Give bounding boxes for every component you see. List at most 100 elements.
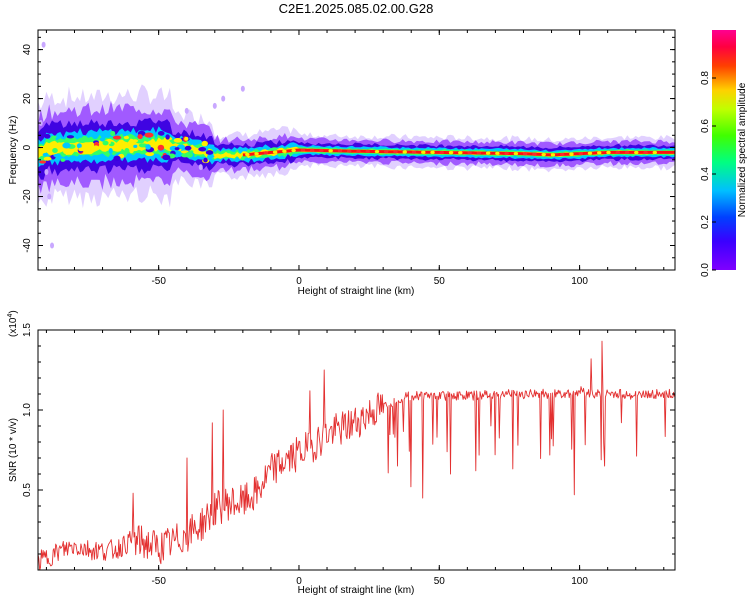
spectrogram-outlier	[50, 242, 55, 249]
spectrogram-blob	[129, 147, 134, 154]
spectrogram-ridge-dot	[624, 150, 630, 155]
spectrogram-blob	[198, 146, 207, 152]
snr-x-tick-label: -50	[151, 576, 166, 587]
spectrogram-blob	[44, 133, 51, 139]
spectrogram-ridge-dot	[467, 151, 472, 155]
spectrogram-ridge-dot	[550, 153, 556, 157]
spectrogram-ridge-dot	[337, 149, 343, 153]
spectrogram-panel: -50 0 50 100 -40 -20 0 20 40 Height of straight…	[8, 29, 676, 297]
spectrogram-blob	[201, 140, 208, 147]
spectrogram-blob	[132, 139, 139, 143]
snr-x-axis: -50 0 50 100	[45, 330, 665, 587]
spectrogram-blob	[185, 151, 193, 158]
spectrogram-y-tick-label: 0	[22, 144, 33, 150]
spectrogram-blob	[174, 151, 179, 158]
spectrogram-blob	[76, 143, 82, 149]
spectrogram-ridge-dot	[587, 151, 593, 155]
snr-y-tick-label: 1.5	[22, 323, 33, 337]
spectrogram-blob	[52, 135, 57, 139]
spectrogram-ridge-dot	[569, 152, 574, 156]
spectrogram-blob	[157, 131, 165, 136]
spectrogram-ridge-dot	[597, 151, 602, 155]
snr-multiplier-close: )	[8, 310, 19, 313]
spectrogram-blob	[110, 130, 116, 137]
spectrogram-ridge-dot	[393, 150, 398, 154]
spectrogram-ridge-dot	[504, 151, 509, 156]
spectrogram-blob	[52, 147, 58, 153]
spectrogram-blob	[124, 148, 130, 153]
spectrogram-blob	[205, 150, 214, 155]
spectrogram-blob	[209, 144, 215, 149]
spectrogram-ridge-dot	[643, 150, 648, 155]
spectrogram-outlier	[47, 193, 52, 200]
spectrogram-blob	[112, 135, 122, 140]
colorbar-ticks: 0.0 0.2 0.4 0.6 0.8	[700, 71, 716, 277]
snr-frame	[37, 329, 676, 571]
spectrogram-blob	[145, 152, 154, 157]
snr-series-line	[38, 340, 675, 570]
snr-multiplier-base: (x10	[8, 317, 19, 337]
spectrogram-ridge-dot	[402, 150, 407, 154]
svg-text:(x104): (x104)	[7, 310, 19, 337]
spectrogram-blob	[102, 140, 109, 146]
colorbar-tick-label: 0.6	[700, 119, 711, 133]
spectrogram-blob	[184, 136, 189, 141]
spectrogram-frame	[37, 29, 676, 271]
spectrogram-ridge-dot	[476, 151, 482, 155]
spectrogram-ridge-dot	[522, 152, 528, 156]
spectrogram-ridge-dot	[226, 153, 232, 157]
spectrogram-band-level-3	[38, 126, 675, 168]
snr-y-label: SNR (10 * v/v)	[8, 418, 19, 482]
spectrogram-blob	[144, 132, 154, 138]
spectrogram-x-tick-label: 100	[571, 276, 588, 287]
spectrogram-x-tick-label: -50	[151, 276, 166, 287]
spectrogram-ridge-dot	[384, 150, 389, 154]
snr-y-tick-label: 1.0	[22, 403, 33, 417]
figure-title: C2E1.2025.085.02.00.G28	[279, 1, 434, 16]
colorbar-label: Normalized spectral amplitude	[737, 82, 748, 217]
spectrogram-ridge-dot	[411, 150, 417, 154]
spectrogram-blob	[66, 135, 75, 139]
spectrogram-ridge-dot	[448, 151, 454, 155]
spectrogram-ridge-dot	[578, 152, 583, 156]
spectrogram-ridge-dot	[421, 150, 426, 154]
spectrogram-blob	[39, 160, 47, 164]
snr-panel: -50 0 50 100 0.5 1.0 1.5 Height of straight l…	[7, 310, 676, 596]
spectrogram-blob	[73, 156, 82, 162]
spectrogram-outlier	[221, 95, 226, 102]
spectrogram-blob	[157, 144, 165, 151]
spectrogram-ridge-dot	[374, 149, 380, 154]
spectrogram-ridge-dot	[309, 148, 315, 152]
spectrogram-ridge-dot	[606, 150, 611, 155]
spectrogram-blob	[57, 138, 65, 143]
spectrogram-y-tick-label: -20	[22, 189, 33, 204]
spectrogram-blob	[113, 147, 122, 152]
spectrogram-outlier	[212, 102, 217, 109]
spectrogram-x-label: Height of straight line (km)	[298, 286, 415, 297]
spectrogram-ridge-dot	[458, 151, 463, 155]
spectrogram-blob	[43, 156, 52, 161]
spectrogram-outlier	[41, 41, 46, 48]
colorbar-tick-label: 0.0	[700, 263, 711, 277]
snr-y-multiplier: (x104)	[7, 310, 19, 337]
snr-x-tick-label: 100	[571, 576, 588, 587]
spectrogram-blob	[63, 148, 69, 154]
spectrogram-ridge-dot	[300, 148, 306, 152]
spectrogram-ridge-dot	[652, 150, 657, 155]
colorbar-tick-label: 0.2	[700, 215, 711, 229]
spectrogram-ridge-dot	[263, 151, 269, 155]
spectrogram-outlier	[240, 85, 245, 92]
spectrogram-y-tick-label: 40	[22, 44, 33, 56]
spectrogram-blob	[173, 138, 182, 143]
spectrogram-blob	[165, 134, 170, 140]
snr-multiplier-exp: 4	[7, 314, 14, 318]
spectrogram-outlier	[198, 164, 203, 171]
spectrogram-blob	[162, 154, 171, 161]
spectrogram-x-axis: -50 0 50 100	[45, 30, 665, 287]
spectrogram-ridge-dot	[282, 149, 287, 153]
spectrogram-ridge-dot	[634, 150, 639, 155]
spectrogram-y-tick-label: 20	[22, 93, 33, 105]
spectrogram-ridge-dot	[615, 150, 620, 155]
spectrogram-blob	[62, 142, 71, 149]
spectrogram-blob	[78, 147, 85, 152]
